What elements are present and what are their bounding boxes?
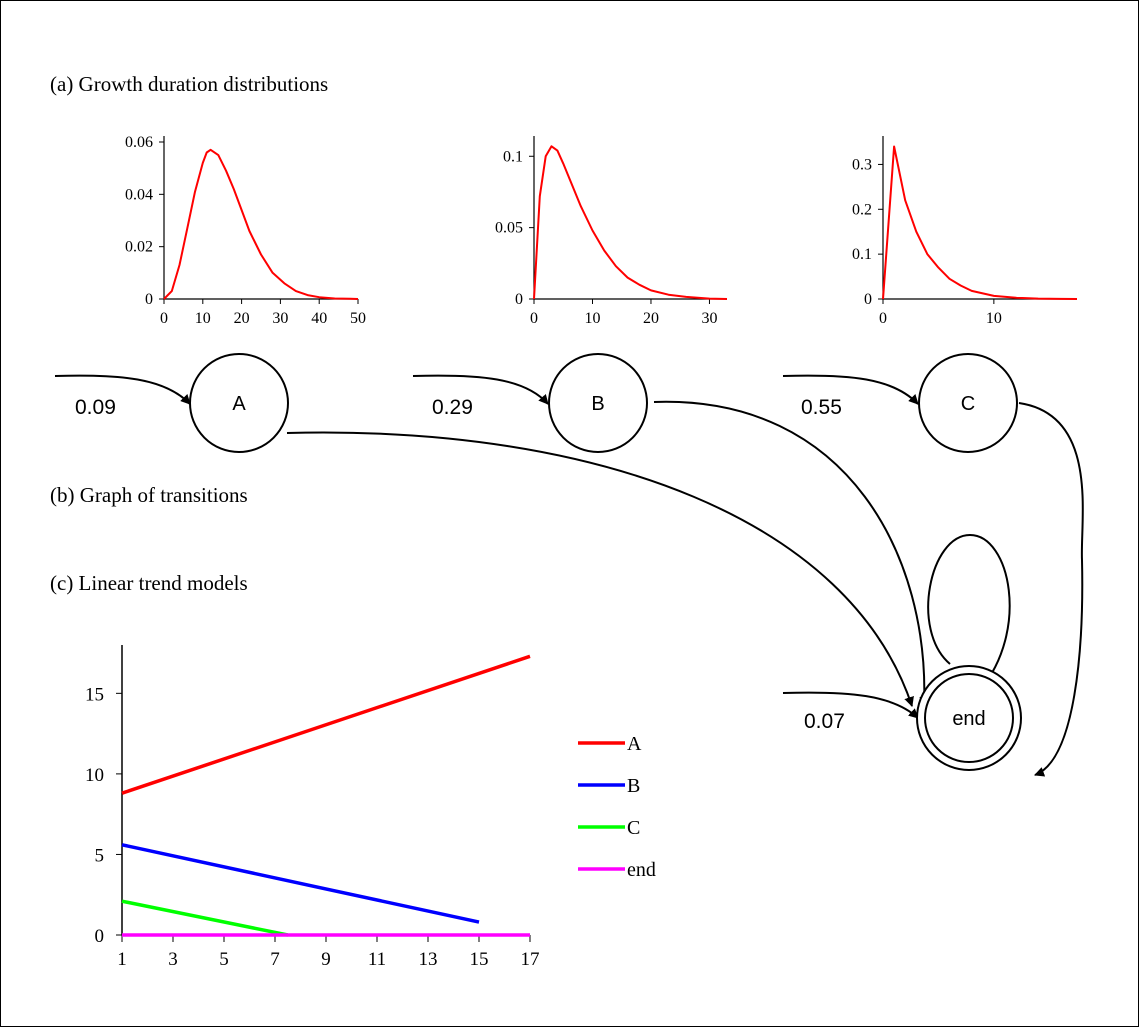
trend-x-tick-label: 15 — [470, 949, 489, 970]
y-tick-label: 0.04 — [125, 186, 153, 203]
node-end: end — [916, 665, 1022, 771]
trend-x-tick-label: 5 — [219, 949, 229, 970]
trend-y-tick-label: 15 — [85, 684, 104, 705]
node-a-label: A — [232, 393, 246, 415]
x-tick-label: 0 — [530, 310, 538, 327]
prob-label-end: 0.07 — [804, 710, 845, 733]
self-loop-end — [927, 533, 1011, 691]
trend-y-tick-label: 10 — [85, 765, 104, 786]
y-tick-label: 0 — [145, 291, 153, 308]
prob-label-a: 0.09 — [75, 396, 116, 419]
node-end-inner-circle — [924, 673, 1014, 763]
x-tick-label: 10 — [195, 310, 211, 327]
node-c: C — [918, 353, 1018, 453]
node-a-circle — [189, 353, 289, 453]
trend-line-A — [121, 654, 531, 795]
x-tick-label: 30 — [272, 310, 288, 327]
x-tick-label: 10 — [584, 310, 600, 327]
trend-x-tick-label: 13 — [419, 949, 438, 970]
trend-x-tick-label: 17 — [521, 949, 540, 970]
node-end-label: end — [952, 708, 985, 730]
x-tick-label: 50 — [350, 310, 366, 327]
section-b-title: (b) Graph of transitions — [50, 483, 248, 507]
trend-y-tick-label: 5 — [95, 845, 105, 866]
duration-distribution-c: 0 10 0 0.1 0.2 0.3 — [852, 136, 1078, 327]
x-tick-label: 20 — [643, 310, 659, 327]
transition-c-end — [1018, 402, 1084, 777]
node-c-circle — [918, 353, 1018, 453]
initial-arrow-c — [782, 374, 919, 405]
initial-arrow-end — [782, 691, 919, 719]
trend-line-B — [121, 843, 480, 924]
duration-distribution-b: 0 10 20 30 0 0.05 0.1 — [495, 136, 728, 327]
y-tick-label: 0.2 — [852, 201, 872, 218]
prob-label-c: 0.55 — [801, 396, 842, 419]
trend-x-tick-label: 7 — [270, 949, 280, 970]
node-a: A — [189, 353, 289, 453]
trend-line-C — [121, 899, 289, 937]
trend-x-tick-label: 3 — [168, 949, 178, 970]
x-tick-label: 0 — [879, 310, 887, 327]
trend-x-tick-label: 9 — [321, 949, 331, 970]
x-tick-label: 30 — [701, 310, 717, 327]
duration-distribution-a: 0 10 20 30 40 50 0 0.02 0.04 0.06 — [125, 134, 366, 327]
x-tick-label: 10 — [986, 310, 1002, 327]
trend-x-tick-label: 1 — [117, 949, 127, 970]
x-tick-label: 20 — [234, 310, 250, 327]
y-tick-label: 0.3 — [852, 156, 872, 173]
node-b-circle — [548, 353, 648, 453]
transition-b-end — [653, 400, 930, 707]
legend-label-C: C — [627, 817, 640, 839]
y-tick-label: 0.1 — [503, 148, 523, 165]
prob-label-b: 0.29 — [432, 396, 473, 419]
legend-label-end: end — [627, 859, 656, 881]
y-tick-label: 0 — [864, 291, 872, 308]
y-tick-label: 0 — [515, 291, 523, 308]
x-tick-label: 40 — [311, 310, 327, 327]
density-curve — [882, 145, 1078, 300]
node-c-label: C — [961, 393, 975, 415]
trend-y-tick-label: 0 — [95, 926, 105, 947]
transition-graph: 0.09 0.29 0.55 0.07 A B C end — [54, 353, 1084, 777]
legend-label-A: A — [627, 733, 642, 755]
y-tick-label: 0.06 — [125, 134, 153, 151]
density-curve — [533, 145, 728, 300]
y-tick-label: 0.02 — [125, 239, 153, 256]
density-curve — [163, 148, 359, 300]
section-a-title: (a) Growth duration distributions — [50, 72, 328, 96]
trend-x-tick-label: 11 — [368, 949, 386, 970]
transition-a-end — [286, 431, 914, 707]
y-tick-label: 0.1 — [852, 246, 872, 263]
initial-arrow-b — [412, 374, 549, 405]
x-tick-label: 0 — [160, 310, 168, 327]
node-end-outer-circle — [916, 665, 1022, 771]
y-tick-label: 0.05 — [495, 220, 523, 237]
initial-arrow-a — [54, 374, 191, 405]
node-b-label: B — [591, 393, 604, 415]
node-b: B — [548, 353, 648, 453]
section-c-title: (c) Linear trend models — [50, 571, 248, 595]
legend-label-B: B — [627, 775, 640, 797]
